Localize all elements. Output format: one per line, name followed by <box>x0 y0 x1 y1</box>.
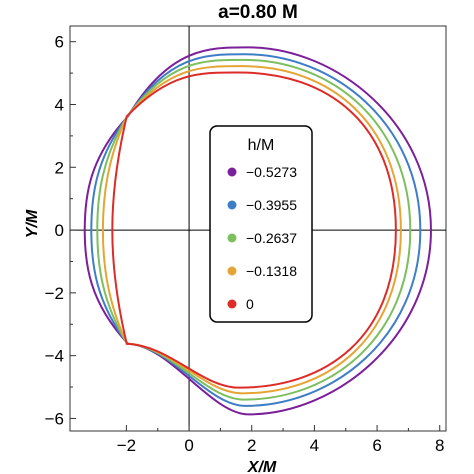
x-tick-label: 8 <box>435 436 444 455</box>
series-curve <box>83 46 432 416</box>
plot-frame <box>69 25 447 432</box>
y-tick-label: −6 <box>45 409 64 428</box>
x-tick-label: 6 <box>372 436 381 455</box>
series-curve <box>90 53 422 407</box>
series-curve <box>111 71 397 389</box>
ticks: −2 0 2 4 6 8 −6 −4 −2 0 2 4 6 <box>45 33 445 455</box>
legend-marker <box>227 266 237 276</box>
legend-marker <box>227 299 237 309</box>
legend-marker <box>227 167 237 177</box>
y-tick-label: 4 <box>55 95 64 114</box>
legend-marker <box>227 233 237 243</box>
legend-items: −0.5273 −0.3955 −0.2637 −0.1318 0 <box>227 164 297 312</box>
x-axis-title: X/M <box>247 459 277 474</box>
legend-entry-label: −0.3955 <box>246 197 297 213</box>
x-tick-label: 2 <box>247 436 256 455</box>
series-curve <box>101 65 402 395</box>
legend-entry-label: 0 <box>246 296 254 312</box>
curves <box>83 46 432 416</box>
legend: h/M −0.5273 −0.3955 −0.2637 −0.1318 0 <box>209 125 313 323</box>
y-tick-label: −4 <box>45 347 64 366</box>
legend-entry-label: −0.1318 <box>246 263 297 279</box>
series-curve <box>96 58 412 401</box>
y-tick-label: 2 <box>55 158 64 177</box>
y-tick-label: −2 <box>45 284 64 303</box>
y-tick-label: 6 <box>55 33 64 52</box>
legend-entry-label: −0.5273 <box>246 164 297 180</box>
x-tick-label: −2 <box>117 436 136 455</box>
legend-entry-label: −0.2637 <box>246 230 297 246</box>
legend-marker <box>227 200 237 210</box>
x-tick-label: 4 <box>310 436 319 455</box>
legend-box <box>209 125 313 323</box>
legend-title: h/M <box>248 137 275 154</box>
x-tick-label: 0 <box>184 436 193 455</box>
y-tick-label: 0 <box>55 221 64 240</box>
chart-title: a=0.80 M <box>218 2 298 23</box>
y-axis-title: Y/M <box>24 209 41 238</box>
